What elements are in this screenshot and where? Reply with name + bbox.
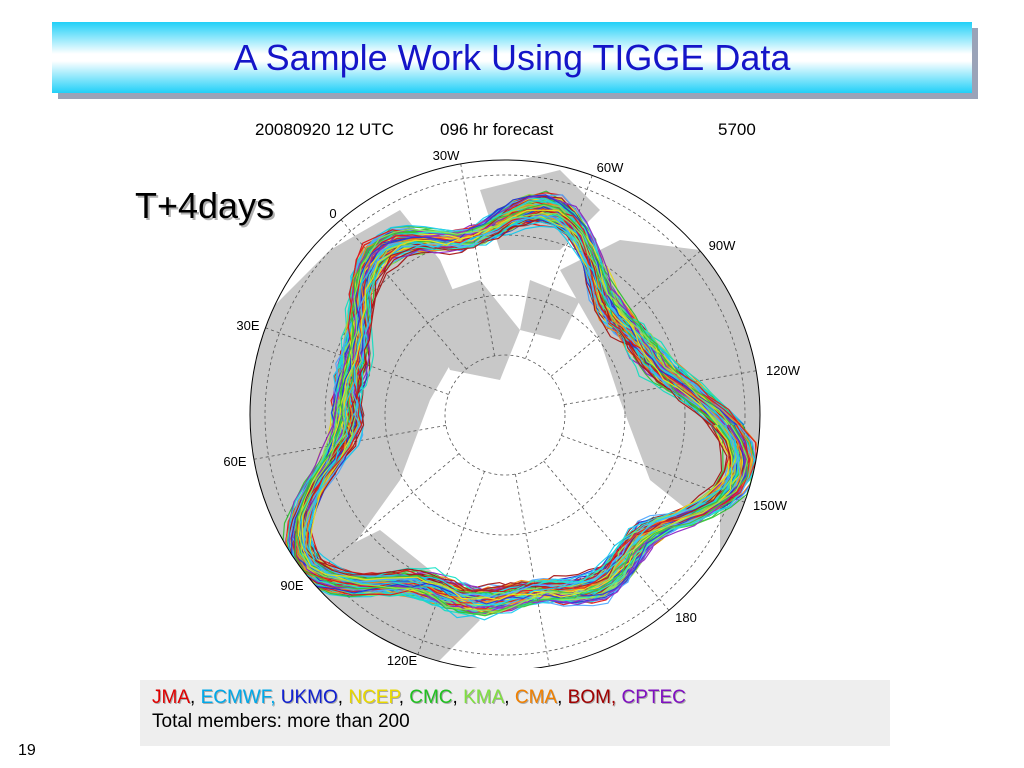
separator: , (398, 687, 404, 708)
longitude-label: 120E (387, 653, 418, 668)
contour-line (291, 194, 748, 605)
meridian (543, 460, 670, 611)
contour-line (297, 209, 733, 601)
contour-line (288, 194, 746, 607)
land-mass (520, 280, 580, 340)
latitude-circle (444, 354, 566, 476)
separator: , (452, 687, 458, 708)
title: A Sample Work Using TIGGE Data (233, 36, 791, 78)
center-name: CMC (409, 687, 453, 708)
longitude-label: 180 (675, 610, 697, 625)
contour-line (297, 209, 734, 593)
map-contour: 5700 (718, 120, 756, 139)
meridian (417, 471, 485, 655)
center-name: JMA (152, 687, 190, 708)
latitude-circle (264, 174, 746, 656)
longitude-label: 120W (766, 363, 801, 378)
latitude-circle (384, 294, 626, 536)
polar-map: 20080920 12 UTC 096 hr forecast 5700 30W… (223, 120, 801, 668)
meridian (515, 474, 550, 667)
contour-line (303, 214, 739, 597)
center-list: JMA, ECMWF, UKMO, NCEP, CMC, KMA, CMA, B… (152, 686, 878, 710)
contour-line (294, 203, 748, 615)
center-name: CPTEC (621, 687, 686, 708)
center-name: NCEP (348, 687, 399, 708)
center-name: CMA (514, 687, 558, 708)
legend: JMA, ECMWF, UKMO, NCEP, CMC, KMA, CMA, B… (140, 680, 890, 746)
center-name: KMA (463, 687, 505, 708)
longitude-label: 30W (433, 148, 460, 163)
center-name: UKMO (280, 687, 338, 708)
contour-line (297, 213, 749, 613)
center-name: ECMWF, (200, 687, 276, 708)
separator: , (504, 687, 510, 708)
contours (282, 190, 760, 621)
longitude-label: 60W (597, 160, 624, 175)
meridian (309, 453, 460, 580)
separator: , (557, 687, 563, 708)
members: Total members: more than 200 (152, 711, 410, 732)
title-bar: A Sample Work Using TIGGE Data (52, 22, 972, 93)
contour-line (294, 208, 751, 604)
longitude-label: 150W (753, 498, 788, 513)
center-name: BOM, (567, 687, 617, 708)
page-number: 19 (18, 742, 36, 759)
lead-time: T+4days (135, 185, 275, 226)
separator: , (190, 687, 196, 708)
longitude-label: 150E (550, 666, 581, 668)
longitude-label: 30E (236, 318, 259, 333)
longitude-label: 90E (280, 578, 303, 593)
contour-line (288, 194, 747, 609)
meridian (525, 175, 593, 359)
longitude-label: 60E (223, 454, 246, 469)
map-forecast: 096 hr forecast (440, 120, 554, 139)
map-disk (249, 159, 761, 668)
meridian (460, 163, 495, 356)
longitude-label: 90W (709, 238, 736, 253)
separator: , (337, 687, 344, 708)
land-mass (420, 280, 520, 380)
meridian (564, 370, 757, 405)
longitude-label: 0 (329, 206, 336, 221)
map-date: 20080920 12 UTC (255, 120, 394, 139)
disk-rim (249, 159, 761, 668)
